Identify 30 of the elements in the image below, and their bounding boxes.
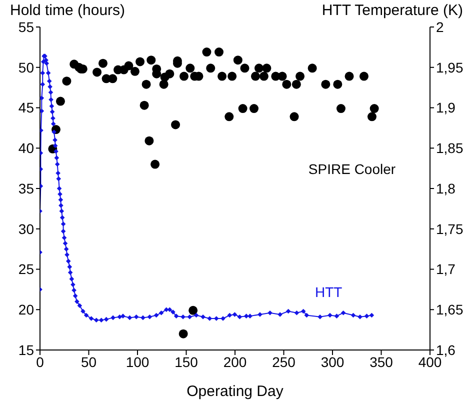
y2-tick-label: 1,8 <box>436 180 456 196</box>
x-tick-label: 50 <box>80 354 97 370</box>
y-tick-label: 40 <box>18 140 34 156</box>
y2-tick-label: 1,7 <box>436 261 456 278</box>
text: SPIRE Cooler <box>308 161 396 178</box>
y2-tick-label: 1,95 <box>436 59 464 76</box>
x-tick-label: 350 <box>370 354 394 370</box>
y-tick-label: 20 <box>18 302 34 318</box>
x-tick-label: 100 <box>126 354 150 370</box>
y2-tick-label: 1,85 <box>436 140 464 156</box>
x-tick-label: 250 <box>272 354 296 370</box>
x-tick-label: 300 <box>320 354 344 370</box>
y-axis-title: Hold time (hours) <box>10 2 126 19</box>
x-axis-title: Operating Day <box>186 383 284 400</box>
x-tick-label: 200 <box>223 354 247 370</box>
x-tick-label: 0 <box>36 354 44 370</box>
y2-tick-label: 1,65 <box>436 302 464 318</box>
x-tick-label: 150 <box>174 354 198 370</box>
y-tick-label: 50 <box>18 59 34 76</box>
y-tick-label: 35 <box>18 180 34 196</box>
y-tick-label: 15 <box>18 342 34 358</box>
y2-axis-title: HTT Temperature (K) <box>322 2 463 19</box>
y-tick-label: 55 <box>18 18 34 35</box>
y2-tick-label: 2 <box>436 18 444 35</box>
series-label: HTT <box>314 284 342 300</box>
y-tick-label: 45 <box>18 100 34 116</box>
y2-tick-label: 1,75 <box>436 220 464 237</box>
y-tick-label: 25 <box>18 261 34 278</box>
y-tick-label: 30 <box>18 220 34 237</box>
y2-tick-label: 1,9 <box>436 100 456 116</box>
